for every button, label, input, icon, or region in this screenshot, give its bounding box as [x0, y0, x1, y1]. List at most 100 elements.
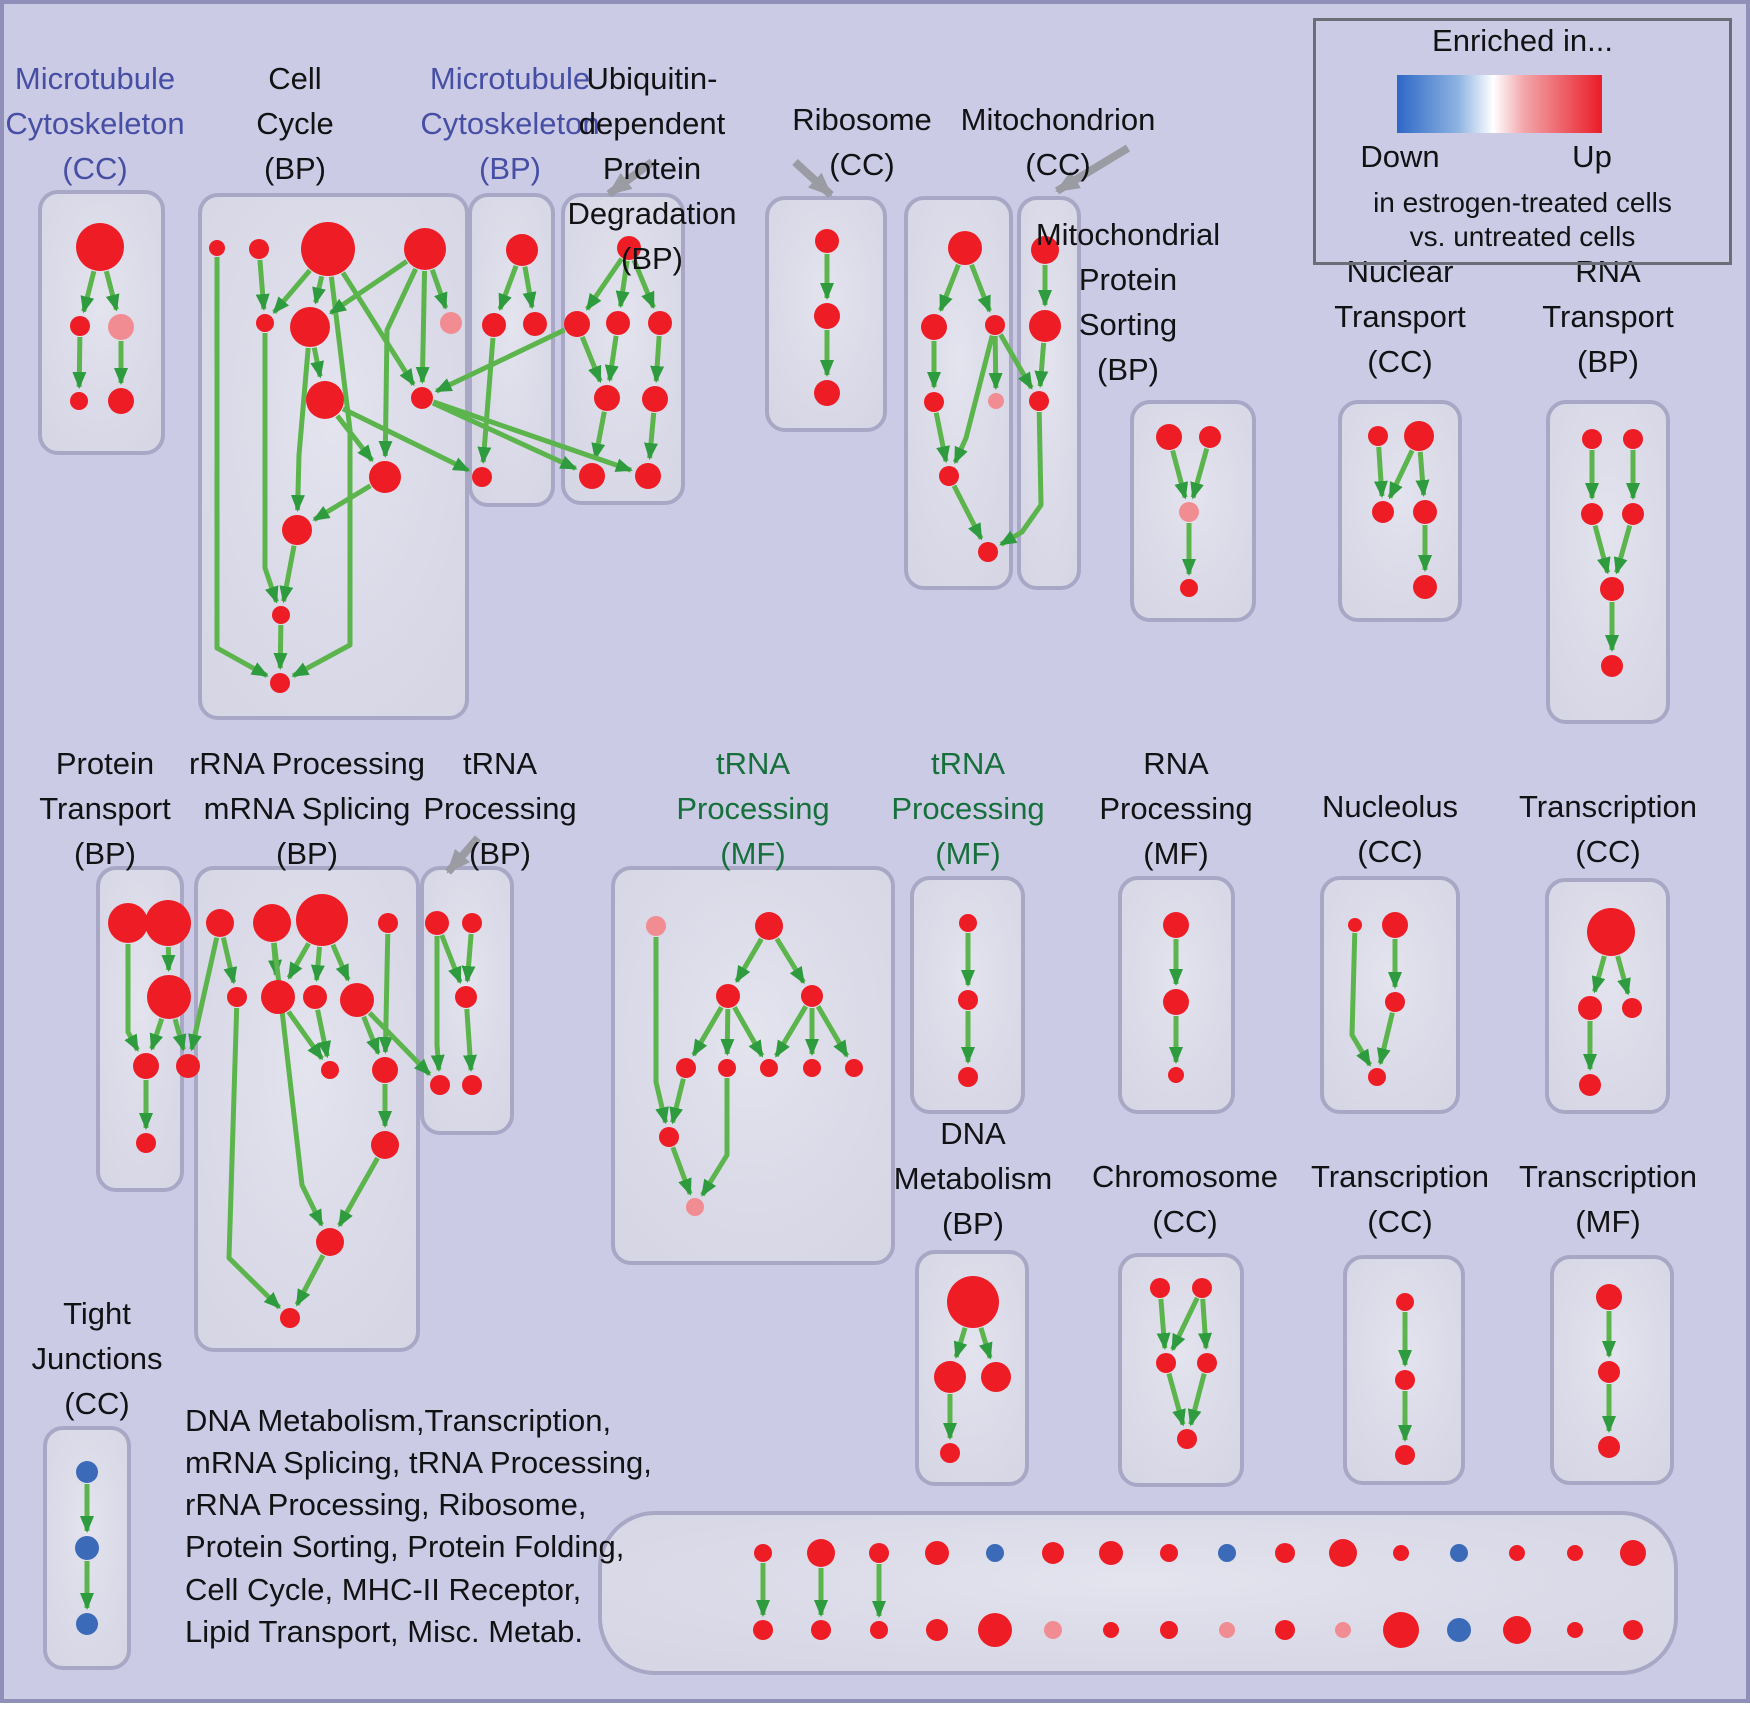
node-k6b [1044, 1621, 1062, 1639]
edge-tb1-tb3 [439, 934, 463, 984]
edge-ub5-ub7 [591, 411, 607, 461]
legend-down-label: Down [1360, 139, 1440, 174]
node-nt2 [1404, 421, 1434, 451]
node-k3t [869, 1543, 889, 1563]
label-microtubule-bp: Microtubule Cytoskeleton (BP) [420, 61, 600, 186]
edge-ta4-ta7 [774, 1005, 808, 1058]
node-tm1 [959, 914, 977, 932]
edge-ms1-ms3 [1170, 449, 1189, 500]
label-ribosome: Ribosome (CC) [792, 102, 932, 182]
node-tb3 [455, 986, 477, 1008]
node-nc2 [1382, 912, 1408, 938]
node-tcb2 [1395, 1370, 1415, 1390]
label-nucleolus: Nucleolus (CC) [1321, 789, 1459, 869]
edge-nc3-nc4 [1376, 1012, 1395, 1066]
node-mbp4 [472, 467, 492, 487]
node-k12t [1393, 1545, 1409, 1561]
node-pt1 [108, 903, 148, 943]
node-ch1 [1150, 1278, 1170, 1298]
edge-cc8-mbp4 [341, 406, 471, 473]
edge-tc1-tc2 [1591, 955, 1607, 994]
edge-ub3-ub5 [604, 335, 619, 383]
node-ta1 [646, 916, 666, 936]
node-rb2 [921, 314, 947, 340]
node-ch3 [1156, 1353, 1176, 1373]
node-k15t [1567, 1545, 1583, 1561]
edge-ub1-ub3 [615, 260, 630, 309]
label-dna-metabolism: DNA Metabolism (BP) [893, 1116, 1053, 1241]
node-dm4 [940, 1443, 960, 1463]
edge-tc1-tc3 [1615, 955, 1631, 996]
node-uq3 [814, 380, 840, 406]
node-cc4 [404, 228, 446, 270]
node-nt3 [1372, 501, 1394, 523]
node-k9b [1219, 1622, 1235, 1638]
edge-rr3-rr8 [330, 943, 351, 982]
edge-rt4-rt5 [1613, 524, 1633, 575]
annotation-arrow-trna-bp-to-box [445, 835, 481, 875]
edge-cc10-cc11 [312, 483, 372, 522]
edge-pt3-pt5 [172, 1018, 187, 1052]
edge-ta2-ta3 [734, 937, 764, 984]
edge-ta4-ta9 [815, 1005, 850, 1058]
node-cc11 [282, 515, 312, 545]
node-tb2 [462, 913, 482, 933]
node-ta6 [718, 1059, 736, 1077]
edge-cc4-cc7 [429, 268, 449, 310]
edge-ch1-ch3 [1156, 1298, 1171, 1351]
node-tcb3 [1395, 1445, 1415, 1465]
annotation-arrow-ubiq-to-right-box [792, 159, 834, 198]
label-protein-transport: Protein Transport (BP) [39, 746, 171, 871]
node-cc13 [270, 673, 290, 693]
edge-mcc1-mcc2 [80, 270, 97, 314]
edge-cc3-cc6 [312, 275, 326, 305]
label-tight-junctions: Tight Junctions (CC) [31, 1296, 163, 1421]
node-dm1 [947, 1276, 999, 1328]
node-ub8 [635, 463, 661, 489]
node-tm2 [958, 990, 978, 1010]
cluster-box-protein-transport [96, 866, 184, 1192]
edge-ta3-ta6 [720, 1008, 735, 1057]
edge-ta1-ta10 [653, 937, 669, 1125]
node-mbp2 [482, 313, 506, 337]
node-rb3 [985, 315, 1005, 335]
label-nuclear-transport: Nuclear Transport (CC) [1334, 254, 1466, 379]
edge-rr8-rr10 [361, 1015, 381, 1056]
node-nc1 [1348, 918, 1362, 932]
node-ta3 [716, 984, 740, 1008]
node-k14t [1509, 1545, 1525, 1561]
node-rt2 [1623, 429, 1643, 449]
node-mcc1 [76, 223, 124, 271]
node-tmf2 [1598, 1361, 1620, 1383]
node-nt4 [1413, 500, 1437, 524]
edge-nt2-nt4 [1415, 451, 1430, 498]
node-ms4 [1180, 579, 1198, 597]
edge-cc12-cc13 [273, 624, 288, 671]
edge-pt1-pt4 [124, 944, 140, 1052]
node-ub3 [606, 311, 630, 335]
node-nt5 [1413, 575, 1437, 599]
label-mito-sorting: Mitochondrial Protein Sorting (BP) [1035, 217, 1221, 387]
node-ta10 [659, 1127, 679, 1147]
edge-nt2-nt3 [1387, 449, 1415, 500]
node-cc2 [249, 239, 269, 259]
node-rr9 [321, 1061, 339, 1079]
label-ubiquitin: Ubiquitin- dependent Protein Degradation… [567, 61, 737, 276]
edge-ch4-ch5 [1187, 1373, 1207, 1427]
legend-gradient-bar [1397, 75, 1602, 133]
node-k7t [1099, 1541, 1123, 1565]
node-rt1 [1582, 429, 1602, 449]
edge-rr3-rr7 [310, 946, 325, 983]
edge-ub2-ub5 [579, 336, 603, 384]
node-cc8 [306, 381, 344, 419]
edge-rr3-rr6 [286, 942, 311, 980]
label-transcription-cc-b: Transcription (CC) [1310, 1159, 1490, 1239]
node-ch2 [1192, 1278, 1212, 1298]
legend-note-1: in estrogen-treated cells [1373, 187, 1672, 218]
node-tb4 [430, 1075, 450, 1095]
node-ta4 [801, 985, 823, 1007]
edge-cc4-cc9 [415, 270, 430, 385]
node-rr7 [303, 985, 327, 1009]
node-k7b [1103, 1622, 1119, 1638]
